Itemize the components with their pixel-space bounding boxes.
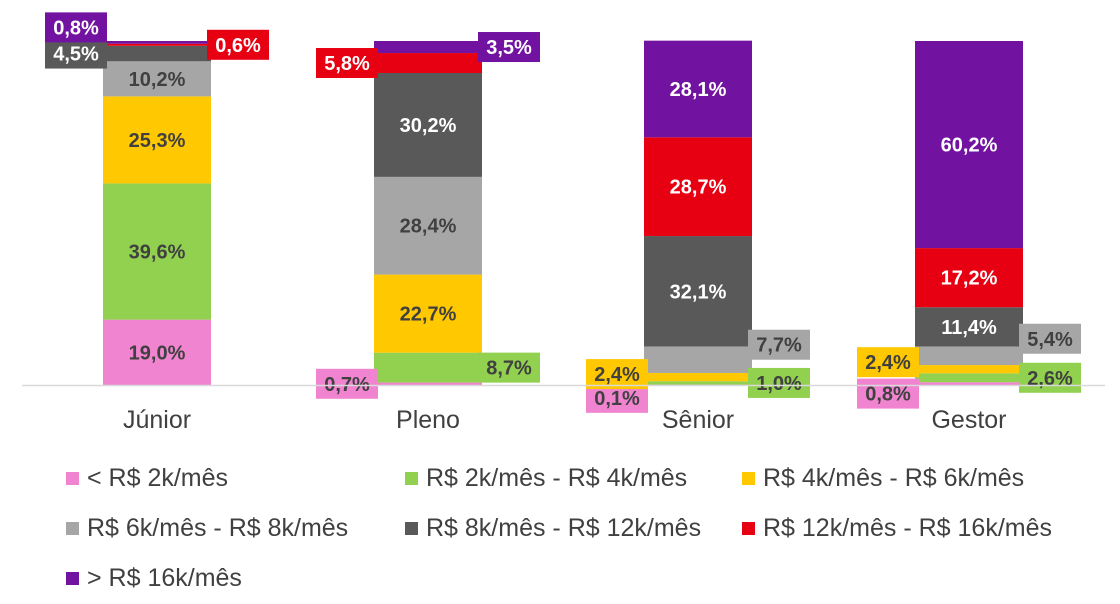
- data-label-box: [45, 38, 107, 69]
- bar-segment: [915, 382, 1023, 385]
- bar-segment: [374, 72, 482, 177]
- data-label: 17,2%: [941, 268, 998, 290]
- bar-segment: [103, 61, 211, 97]
- data-label: 60,2%: [941, 135, 998, 157]
- data-label-box: [478, 352, 540, 383]
- data-label: 28,4%: [400, 216, 457, 238]
- data-label: 7,7%: [756, 335, 802, 357]
- data-label-box: [1019, 362, 1081, 393]
- x-tick-label: Gestor: [931, 406, 1006, 434]
- bar-segment: [103, 43, 211, 46]
- data-label: 30,2%: [400, 115, 457, 137]
- bar-segment: [103, 41, 211, 44]
- data-label-box: [45, 12, 107, 43]
- data-labels: 19,0%39,6%25,3%10,2%4,5% 0,6%0,8%0,7%8,7%…: [45, 12, 1081, 413]
- data-label-box: [478, 32, 540, 63]
- data-label-box: [586, 359, 648, 390]
- bar-segment: [103, 45, 211, 62]
- bar-segment: [915, 248, 1023, 308]
- data-label: 32,1%: [670, 281, 727, 303]
- bar-segment: [915, 373, 1023, 383]
- bar-segment: [374, 176, 482, 275]
- data-label: 1,0%: [756, 373, 802, 395]
- data-label: 0,8%: [865, 384, 911, 406]
- bar-segment: [374, 352, 482, 383]
- data-label: 22,7%: [400, 304, 457, 326]
- bar-segment: [644, 372, 752, 382]
- bar-segment: [915, 365, 1023, 374]
- data-label: 0,6%: [215, 35, 261, 57]
- x-tick-label: Sênior: [662, 406, 734, 434]
- data-label: 0,8%: [53, 17, 99, 39]
- data-label-box: [857, 347, 919, 378]
- data-label: 8,7%: [486, 358, 532, 380]
- bar-segment: [644, 236, 752, 347]
- bar-segment: [374, 274, 482, 353]
- data-label: 0,1%: [594, 388, 640, 410]
- data-label: 10,2%: [129, 69, 186, 91]
- data-label-box: [748, 329, 810, 360]
- bar-segment: [644, 346, 752, 373]
- data-label: 3,5%: [486, 37, 532, 59]
- bar-segment: [915, 346, 1023, 366]
- bar-segment: [374, 41, 482, 54]
- data-label: 5,8%: [324, 53, 370, 75]
- bar-segment: [103, 183, 211, 320]
- data-label: 25,3%: [129, 130, 186, 152]
- data-label: 11,4%: [941, 317, 997, 339]
- data-label: 28,1%: [670, 79, 727, 101]
- data-label: 28,7%: [670, 177, 727, 199]
- bar-segment: [644, 381, 752, 385]
- data-label-box: [1019, 323, 1081, 354]
- data-label: 39,6%: [129, 242, 186, 264]
- bar-segment: [644, 137, 752, 237]
- data-label: 4,5%: [53, 44, 99, 66]
- bar-segment: [103, 96, 211, 184]
- data-label: 19,0%: [129, 342, 186, 364]
- data-label-box: [316, 48, 378, 79]
- data-label-box: [857, 378, 919, 409]
- bar-segment: [103, 319, 211, 385]
- data-label: 2,6%: [1027, 368, 1073, 390]
- x-tick-label: Pleno: [396, 406, 460, 434]
- data-label: 2,4%: [594, 364, 640, 386]
- data-label-box: [316, 368, 378, 399]
- bar-segment: [644, 40, 752, 138]
- bar-segment: [915, 41, 1023, 249]
- bar-segments: [103, 40, 1023, 386]
- bar-segment: [374, 382, 482, 385]
- x-tick-label: Júnior: [123, 406, 191, 434]
- data-label: 2,4%: [865, 352, 911, 374]
- data-label-box: [748, 367, 810, 398]
- data-label-box: [207, 29, 269, 60]
- data-label: 5,4%: [1027, 329, 1073, 351]
- bar-segment: [374, 53, 482, 73]
- bar-segment: [915, 307, 1023, 347]
